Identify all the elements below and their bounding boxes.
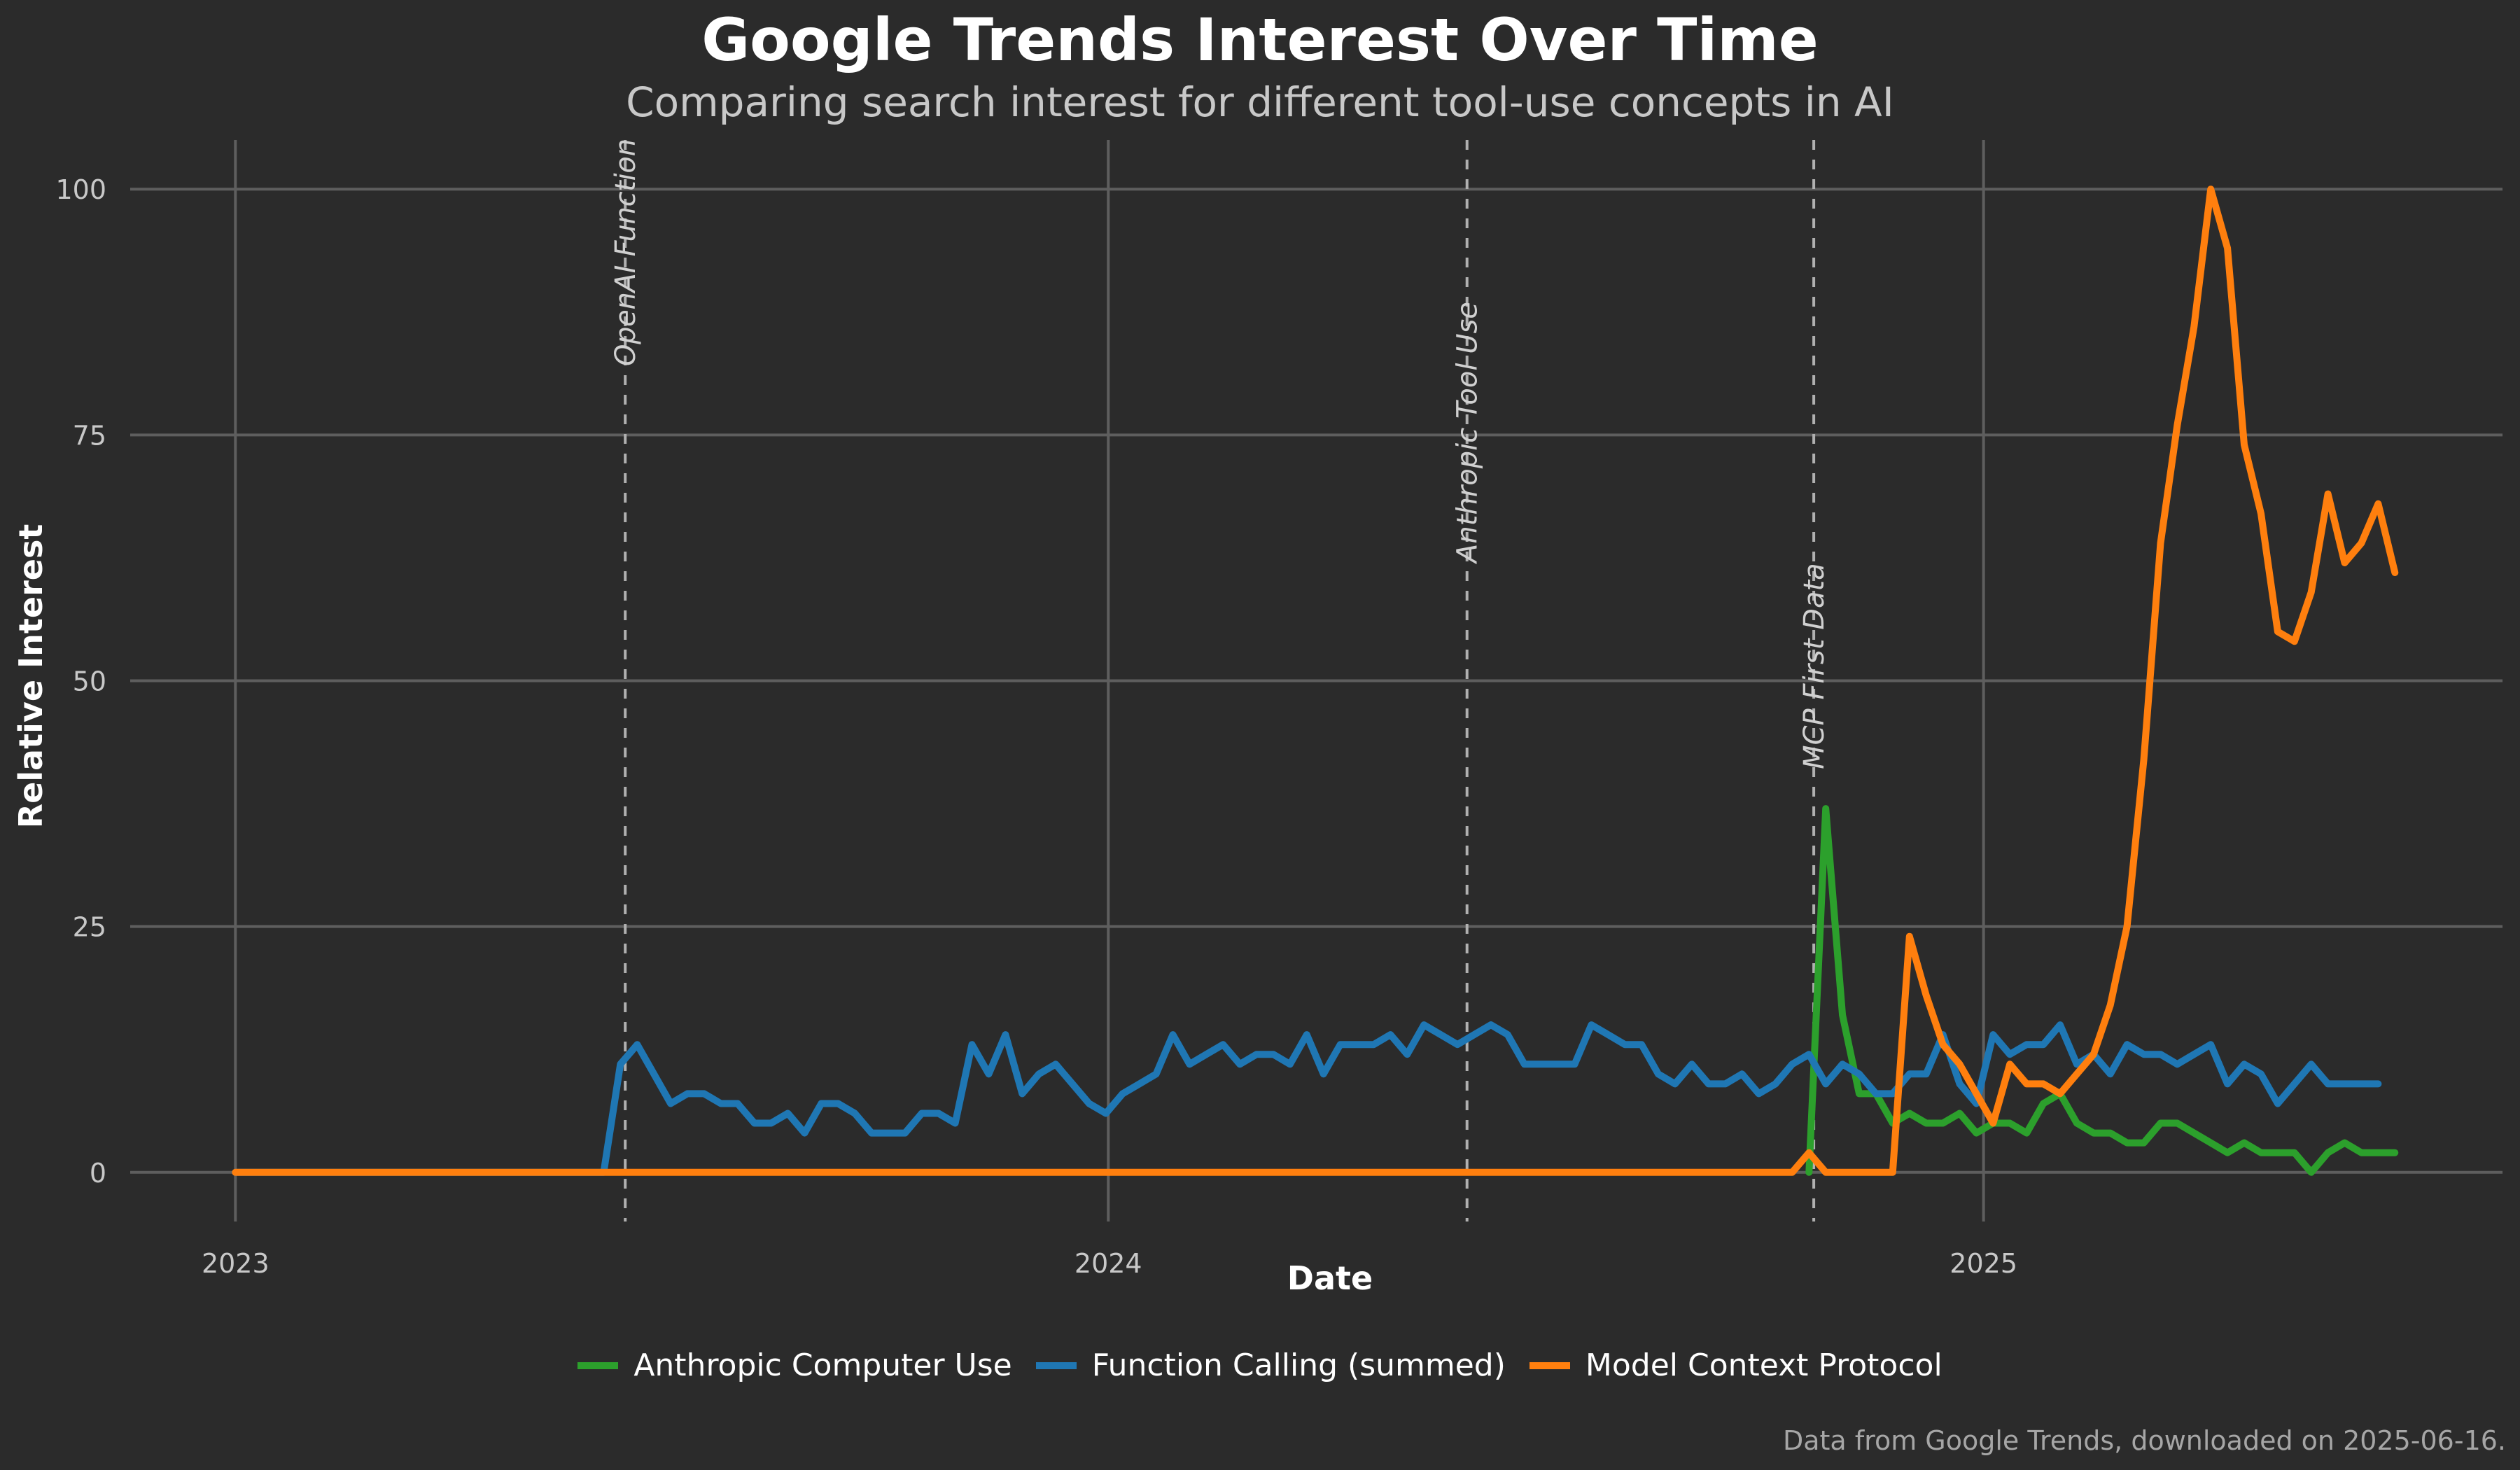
legend-item: Model Context Protocol — [1530, 1348, 1942, 1383]
legend-label: Function Calling (summed) — [1092, 1348, 1506, 1383]
y-tick-label: 25 — [73, 912, 106, 943]
legend-swatch — [578, 1362, 618, 1369]
y-tick-label: 0 — [90, 1158, 106, 1189]
legend-item: Function Calling (summed) — [1036, 1348, 1506, 1383]
x-tick-label: 2025 — [1949, 1248, 2017, 1279]
event-marker-label: MCP First Data — [1798, 563, 1830, 769]
x-tick-label: 2023 — [202, 1248, 270, 1279]
y-tick-label: 75 — [73, 420, 106, 451]
data-source-note: Data from Google Trends, downloaded on 2… — [1783, 1425, 2506, 1456]
legend-label: Anthropic Computer Use — [634, 1348, 1011, 1383]
y-axis-label: Relative Interest — [12, 524, 50, 829]
tick-labels: 0 25 50 75 100 2023 2024 2025 — [55, 174, 2017, 1279]
legend-swatch — [1530, 1362, 1570, 1369]
legend-swatch — [1036, 1362, 1077, 1369]
x-axis-label: Date — [1287, 1259, 1373, 1297]
event-marker-label: OpenAI Function — [610, 139, 642, 366]
event-marker-label: Anthropic Tool Use — [1452, 302, 1484, 565]
legend-item: Anthropic Computer Use — [578, 1348, 1011, 1383]
x-tick-label: 2024 — [1074, 1248, 1142, 1279]
legend-label: Model Context Protocol — [1586, 1348, 1942, 1383]
legend: Anthropic Computer Use Function Calling (… — [0, 1348, 2520, 1383]
y-tick-label: 50 — [73, 666, 106, 697]
y-tick-label: 100 — [55, 174, 106, 205]
